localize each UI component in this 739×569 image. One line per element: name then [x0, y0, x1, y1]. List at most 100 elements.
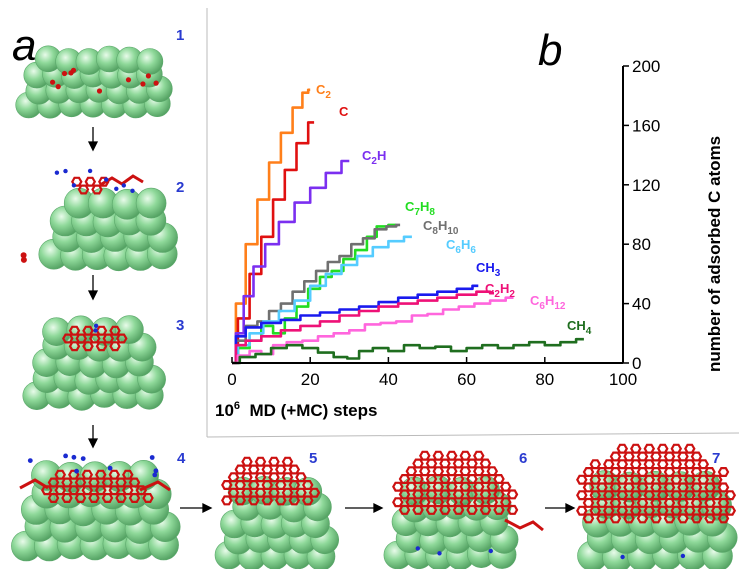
carbon-cap	[466, 474, 478, 484]
carbon-cap	[432, 450, 445, 461]
carbon-cap	[275, 464, 287, 475]
carbon-cap	[596, 497, 608, 508]
carbon-patch	[47, 477, 60, 488]
carbon-cap	[473, 466, 485, 477]
carbon-cap	[405, 497, 418, 508]
carbon-cap	[630, 459, 642, 470]
carbon-island	[82, 341, 94, 352]
carbon-cap	[697, 459, 710, 470]
carbon-cap	[268, 487, 280, 498]
carbon-cap	[603, 505, 615, 516]
snapshot-1	[15, 45, 173, 119]
arrow-3-4-head	[87, 438, 99, 449]
arrow-5-6-head	[373, 502, 384, 514]
carbon-cap	[234, 480, 247, 490]
carbon-island	[109, 341, 121, 352]
carbon-patch	[81, 485, 94, 496]
carbon-cap	[473, 497, 485, 508]
carbon-cap	[425, 458, 438, 469]
series-label-5: C6H6	[446, 237, 476, 256]
carbon-cap	[704, 467, 716, 477]
carbon-cap	[690, 451, 703, 462]
carbon-patch	[95, 485, 107, 496]
carbon-cap	[677, 467, 689, 477]
carbon-island	[89, 333, 101, 344]
carbon-patch	[74, 493, 87, 503]
carbon-cap	[452, 489, 465, 500]
carbon-atom	[145, 73, 151, 79]
hydrogen-atom	[114, 186, 119, 191]
arrow-6-7-head	[565, 502, 576, 514]
carbon-cap	[657, 474, 669, 485]
carbon-cap	[663, 467, 676, 477]
carbon-cap	[425, 474, 438, 484]
carbon-cap	[690, 467, 703, 477]
carbon-cap	[392, 481, 404, 492]
carbon-cap	[439, 474, 451, 484]
arrow-2-3-head	[87, 290, 99, 301]
step-number-7: 7	[712, 450, 720, 467]
carbon-cap	[657, 459, 669, 470]
carbon-cap	[623, 482, 635, 493]
carbon-cap	[684, 443, 696, 454]
series-line-7	[232, 290, 494, 365]
panel-b-frame-bottom	[206, 432, 739, 438]
carbon-cap	[589, 505, 602, 516]
hydrogen-atom	[130, 188, 135, 193]
carbon-cap	[479, 474, 492, 484]
hydrogen-atom	[74, 468, 79, 474]
series-label-0: C2	[316, 82, 331, 101]
hydrogen-atom	[93, 323, 99, 328]
carbon-cap	[241, 472, 253, 483]
series-label-8: C6H12	[530, 293, 566, 312]
carbon-cap	[616, 474, 629, 485]
carbon-patch	[128, 493, 141, 503]
carbon-island	[95, 341, 108, 352]
carbon-island	[82, 325, 94, 336]
carbon-cap	[657, 505, 669, 516]
carbon-atom	[153, 80, 159, 86]
carbon-cap	[439, 489, 451, 500]
carbon-patch	[115, 477, 127, 488]
hydrogen-atom	[87, 168, 93, 174]
carbon-cap	[690, 482, 703, 493]
carbon-cap	[412, 489, 424, 500]
carbon-cap	[425, 504, 438, 515]
carbon-patch	[81, 469, 94, 480]
x-axis-label: 106 MD (+MC) steps	[215, 400, 377, 420]
metal-atom	[128, 459, 159, 491]
carbon-patch	[115, 493, 127, 503]
carbon-cap	[643, 474, 656, 485]
carbon-cap	[616, 443, 629, 454]
carbon-cap	[459, 481, 472, 492]
carbon-cap	[589, 459, 602, 470]
carbon-cap	[582, 467, 595, 477]
carbon-cap	[636, 497, 649, 508]
carbon-cap	[446, 450, 458, 461]
carbon-cap	[596, 482, 608, 493]
carbon-cap	[405, 466, 418, 477]
carbon-cap	[603, 490, 615, 501]
carbon-cap	[412, 458, 424, 469]
x-tick-label-100: 100	[609, 370, 637, 389]
carbon-cap	[412, 474, 424, 484]
snapshot-4	[11, 453, 181, 562]
carbon-cap	[609, 482, 622, 493]
carbon-cap	[302, 480, 314, 490]
carbon-cap	[295, 487, 307, 498]
carbon-patch	[68, 485, 80, 496]
carbon-cap	[724, 490, 737, 501]
carbon-cap	[717, 467, 730, 477]
arrow-4-5-head	[202, 502, 213, 514]
panel-letter-b: b	[538, 26, 562, 75]
carbon-cap	[288, 495, 301, 506]
hydrogen-atom	[80, 456, 86, 461]
series-line-0	[232, 88, 311, 365]
carbon-cap	[630, 505, 642, 516]
hydrogen-atom	[63, 453, 68, 459]
hydrogen-atom	[107, 465, 113, 471]
carbon-cap	[452, 458, 465, 469]
